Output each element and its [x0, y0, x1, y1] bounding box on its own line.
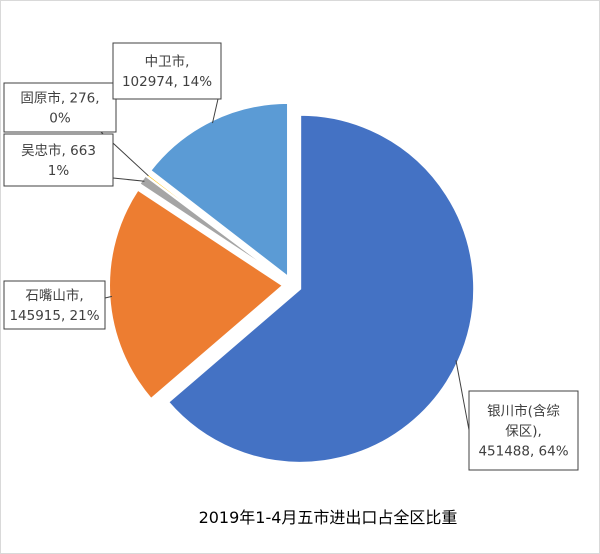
data-label-box — [112, 42, 222, 100]
data-label-text: 102974, 14% — [122, 74, 212, 90]
data-label-text: 保区), — [505, 424, 542, 440]
data-label-text: 银川市(含综 — [487, 403, 560, 420]
data-label-text: 0% — [49, 111, 71, 127]
pie-slice-zhongwei — [148, 101, 290, 279]
data-label-text: 145915, 21% — [9, 308, 99, 324]
leader-line-zhongwei — [212, 98, 219, 124]
data-label-wuzhong: 吴忠市, 663 1% — [3, 133, 114, 187]
data-label-box — [3, 280, 106, 330]
data-label-text: 1% — [48, 163, 70, 179]
data-label-text: 吴忠市, 663 — [21, 142, 96, 159]
data-label-text: 451488, 64% — [478, 444, 568, 460]
leader-line-wuzhong — [112, 177, 145, 182]
data-label-box — [3, 82, 117, 133]
data-label-text: 石嘴山市, — [25, 287, 83, 304]
pie-slice-yinchuan — [166, 113, 476, 464]
data-label-text: 固原市, 276, — [20, 90, 99, 107]
data-label-box — [468, 390, 579, 471]
data-label-zhongwei: 中卫市, 102974, 14% — [112, 42, 222, 100]
data-label-box — [3, 133, 114, 187]
leader-line-shizuishan — [104, 295, 113, 299]
data-label-guyuan: 固原市, 276, 0% — [3, 82, 117, 133]
leader-line-yinchuan — [455, 360, 470, 431]
data-label-shizuishan: 石嘴山市, 145915, 21% — [3, 280, 106, 330]
data-label-text: 中卫市, — [145, 53, 190, 70]
chart-title: 2019年1-4月五市进出口占全区比重 — [199, 508, 458, 527]
pie-slices — [108, 101, 476, 464]
